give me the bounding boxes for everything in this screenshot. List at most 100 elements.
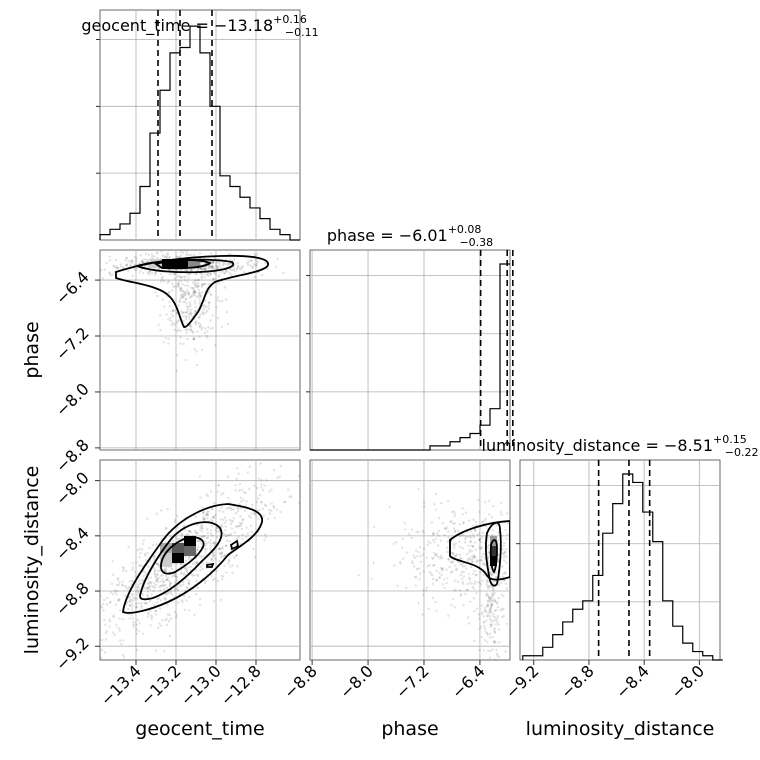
sample-point <box>247 260 250 263</box>
sample-point <box>494 658 497 660</box>
sample-point <box>151 255 154 258</box>
sample-point <box>203 327 207 330</box>
sample-point <box>100 269 103 272</box>
sample-point <box>469 540 472 543</box>
sample-point <box>206 512 209 515</box>
sample-point <box>222 518 225 521</box>
sample-point <box>154 574 157 577</box>
sample-point <box>478 649 481 652</box>
sample-point <box>260 478 263 482</box>
sample-point <box>544 534 546 536</box>
sample-point <box>203 540 207 543</box>
sample-point <box>167 291 171 294</box>
x-tick-label-geocent_time: −13.0 <box>177 661 225 709</box>
sample-point <box>181 296 184 299</box>
sample-point <box>373 525 376 529</box>
sample-point <box>194 291 197 294</box>
sample-point <box>187 273 190 277</box>
sample-point <box>180 599 183 602</box>
sample-point <box>134 269 137 272</box>
sample-point <box>481 531 484 534</box>
sample-point <box>514 565 516 567</box>
sample-point <box>518 567 520 569</box>
sample-point <box>203 554 206 557</box>
sample-point <box>196 282 200 285</box>
sample-point <box>475 559 478 562</box>
sample-point <box>114 258 118 262</box>
sample-point <box>469 600 472 603</box>
sample-point <box>168 634 172 637</box>
sample-point <box>194 323 198 326</box>
sample-point <box>173 587 176 590</box>
sample-point <box>165 256 169 259</box>
sample-point <box>302 444 304 446</box>
y-tick-label-luminosity_distance: −8.4 <box>52 523 93 564</box>
sample-point <box>469 558 473 561</box>
sample-point <box>202 267 205 270</box>
sample-point <box>241 265 244 268</box>
sample-point <box>138 556 141 559</box>
sample-point <box>209 272 212 276</box>
sample-point <box>184 559 188 563</box>
sample-point <box>224 533 227 536</box>
sample-point <box>154 271 158 274</box>
sample-point <box>152 566 155 570</box>
sample-point <box>209 545 212 548</box>
sample-point <box>174 580 177 583</box>
sample-point <box>485 605 488 608</box>
sample-point <box>449 560 452 564</box>
sample-point <box>210 252 213 255</box>
sample-point <box>467 558 470 561</box>
sample-point <box>273 516 277 520</box>
sample-point <box>100 651 101 653</box>
sample-point <box>220 493 223 496</box>
sample-point <box>489 665 491 667</box>
sample-point <box>200 284 204 287</box>
sample-point <box>201 506 204 509</box>
sample-point <box>206 536 210 539</box>
sample-point <box>443 527 446 530</box>
sample-point <box>482 562 485 566</box>
sample-point <box>440 502 443 505</box>
sample-point <box>453 547 456 550</box>
sample-point <box>204 267 207 270</box>
sample-point <box>210 265 213 268</box>
sample-point <box>168 583 172 586</box>
sample-point <box>142 261 145 264</box>
sample-point <box>468 535 472 538</box>
sample-point <box>198 315 201 319</box>
sample-point <box>256 260 260 263</box>
sample-point <box>190 313 193 316</box>
sample-point <box>175 575 179 578</box>
sample-point <box>510 590 512 592</box>
sample-point <box>461 533 464 537</box>
sample-point <box>209 265 212 269</box>
sample-point <box>439 576 442 579</box>
sample-cloud <box>100 444 304 660</box>
sample-point <box>202 517 205 521</box>
sample-point <box>246 471 249 474</box>
sample-point <box>510 539 512 541</box>
sample-point <box>433 502 436 506</box>
sample-point <box>447 536 450 539</box>
sample-point <box>213 502 216 505</box>
sample-point <box>434 492 437 496</box>
sample-point <box>192 291 195 294</box>
sample-point <box>212 554 216 557</box>
sample-point <box>150 580 153 584</box>
sample-point <box>499 609 502 612</box>
sample-point <box>188 530 191 533</box>
sample-point <box>245 526 248 529</box>
sample-point <box>168 300 171 304</box>
sample-point <box>417 602 420 605</box>
sample-point <box>166 613 170 616</box>
sample-point <box>154 613 157 616</box>
sample-point <box>182 319 185 323</box>
sample-point <box>431 582 435 585</box>
sample-point <box>129 263 132 266</box>
sample-point <box>483 519 486 522</box>
sample-point <box>223 272 226 275</box>
sample-point <box>88 265 90 267</box>
sample-point <box>502 595 505 598</box>
sample-point <box>196 330 199 333</box>
